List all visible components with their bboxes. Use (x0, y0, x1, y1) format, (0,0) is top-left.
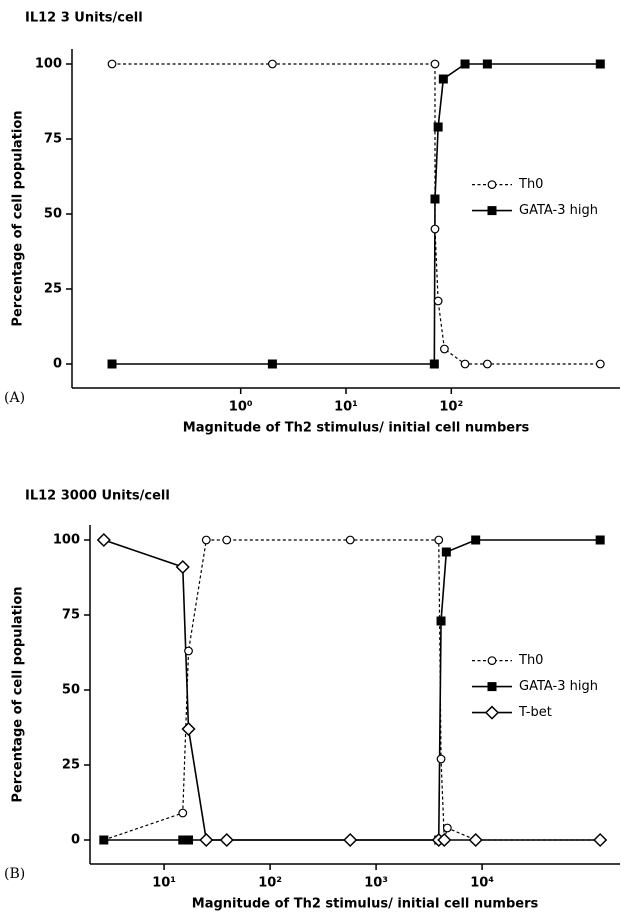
x-tick-label: 10⁰ (229, 400, 253, 415)
marker-square (471, 535, 481, 545)
x-tick-label: 10¹ (152, 876, 176, 891)
y-tick-label: 75 (62, 608, 80, 623)
marker-circle (442, 823, 452, 833)
marker-circle (184, 646, 193, 656)
marker-circle (460, 359, 470, 369)
series-line (112, 63, 601, 365)
y-tick-label: 50 (62, 683, 80, 698)
marker-diamond (175, 559, 190, 575)
x-tick-label: 10² (258, 876, 282, 891)
legend-label: Th0 (518, 653, 543, 668)
x-axis-label: Magnitude of Th2 stimulus/ initial cell … (192, 897, 539, 912)
y-tick-label: 75 (44, 132, 62, 147)
marker-circle (482, 359, 492, 369)
chart-title: IL12 3 Units/cell (25, 11, 143, 26)
y-axis-label: Percentage of cell population (11, 110, 26, 326)
marker-circle (345, 535, 355, 545)
marker-diamond (437, 832, 452, 848)
marker-square (441, 547, 451, 557)
marker-square (436, 616, 446, 626)
marker-square (438, 74, 448, 84)
x-tick-label: 10¹ (334, 400, 358, 415)
y-tick-label: 25 (62, 758, 80, 773)
marker-circle (267, 59, 277, 69)
marker-diamond (219, 832, 234, 848)
marker-diamond (593, 832, 608, 848)
legend-label: GATA-3 high (519, 679, 598, 694)
marker-circle (433, 296, 443, 306)
legend-marker (487, 180, 497, 190)
marker-square (482, 59, 492, 69)
marker-circle (434, 535, 444, 545)
marker-diamond (96, 532, 111, 548)
y-axis-label: Percentage of cell population (11, 586, 26, 802)
x-tick-label: 10³ (364, 876, 388, 891)
y-tick-label: 0 (71, 833, 80, 848)
marker-square (178, 835, 188, 845)
marker-square (430, 194, 440, 204)
marker-square (595, 535, 605, 545)
y-tick-label: 0 (53, 357, 62, 372)
marker-circle (430, 59, 440, 69)
legend-label: T-bet (518, 705, 552, 720)
y-tick-label: 50 (44, 207, 62, 222)
legend-marker (484, 705, 500, 720)
y-tick-label: 100 (35, 57, 62, 72)
series-line (103, 539, 601, 841)
marker-square (433, 122, 443, 132)
marker-square (184, 835, 194, 845)
marker-circle (201, 535, 211, 545)
x-tick-label: 10² (439, 400, 463, 415)
marker-square (267, 359, 277, 369)
marker-circle (595, 359, 605, 369)
y-tick-label: 100 (53, 533, 80, 548)
y-tick-label: 25 (44, 282, 62, 297)
marker-diamond (343, 832, 358, 848)
panel-label: (A) (4, 390, 25, 406)
marker-square (99, 835, 109, 845)
legend-marker (487, 682, 497, 692)
legend-marker (487, 656, 497, 665)
panel-label: (B) (4, 866, 25, 882)
marker-square (429, 359, 439, 369)
marker-circle (107, 59, 117, 69)
marker-diamond (199, 832, 214, 848)
marker-diamond (181, 721, 196, 737)
x-tick-label: 10⁴ (470, 876, 494, 891)
legend-label: Th0 (518, 177, 543, 192)
marker-circle (178, 808, 188, 818)
marker-circle (440, 344, 449, 354)
x-axis-label: Magnitude of Th2 stimulus/ initial cell … (183, 421, 530, 436)
marker-circle (436, 754, 446, 764)
legend-marker (487, 206, 497, 216)
marker-square (595, 59, 605, 69)
chart-title: IL12 3000 Units/cell (25, 489, 170, 504)
marker-square (460, 59, 470, 69)
legend-label: GATA-3 high (519, 203, 598, 218)
marker-circle (222, 535, 232, 545)
marker-circle (430, 224, 440, 234)
marker-square (107, 359, 117, 369)
marker-diamond (468, 832, 483, 848)
